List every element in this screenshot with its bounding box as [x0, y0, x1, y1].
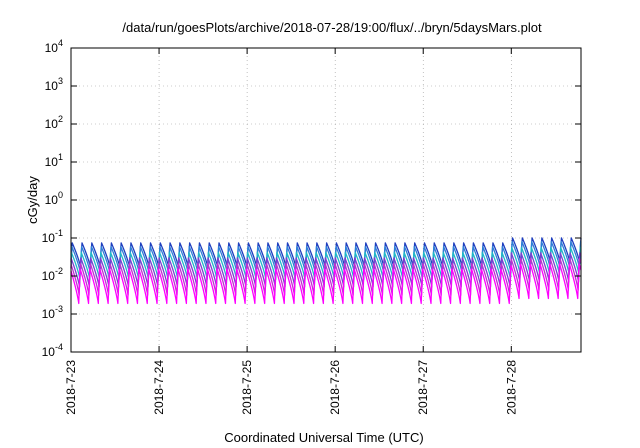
- y-tick-label: 103: [45, 76, 63, 93]
- y-tick-label: 10-2: [42, 266, 63, 283]
- x-tick-label: 2018-7-26: [328, 360, 342, 415]
- grid: [71, 48, 581, 352]
- y-tick-label: 10-4: [42, 342, 63, 359]
- series-line: [70, 252, 582, 288]
- series-line: [70, 257, 582, 296]
- y-tick-label: 102: [45, 114, 63, 131]
- y-tick-label: 104: [45, 38, 63, 55]
- series-line: [70, 263, 582, 305]
- x-tick-label: 2018-7-25: [240, 360, 254, 415]
- x-tick-label: 2018-7-23: [64, 360, 78, 415]
- y-axis-label: cGy/day: [25, 176, 40, 224]
- series-line: [70, 246, 582, 281]
- x-axis: 2018-7-23 2018-7-24 2018-7-25 2018-7-26 2018…: [64, 48, 518, 415]
- series-layer: [70, 237, 582, 305]
- series-line: [70, 240, 582, 274]
- x-axis-label: Coordinated Universal Time (UTC): [224, 430, 423, 445]
- y-tick-label: 100: [45, 190, 63, 207]
- x-tick-label: 2018-7-28: [504, 360, 518, 415]
- chart-title: /data/run/goesPlots/archive/2018-07-28/1…: [122, 20, 542, 35]
- y-tick-label: 10-1: [42, 228, 63, 245]
- x-tick-label: 2018-7-24: [152, 360, 166, 415]
- y-tick-label: 101: [45, 152, 63, 169]
- y-axis: 10-4 10-3 10-2 10-1 100 101 102 103 104: [42, 38, 581, 359]
- y-tick-label: 10-3: [42, 304, 63, 321]
- x-tick-label: 2018-7-27: [416, 360, 430, 415]
